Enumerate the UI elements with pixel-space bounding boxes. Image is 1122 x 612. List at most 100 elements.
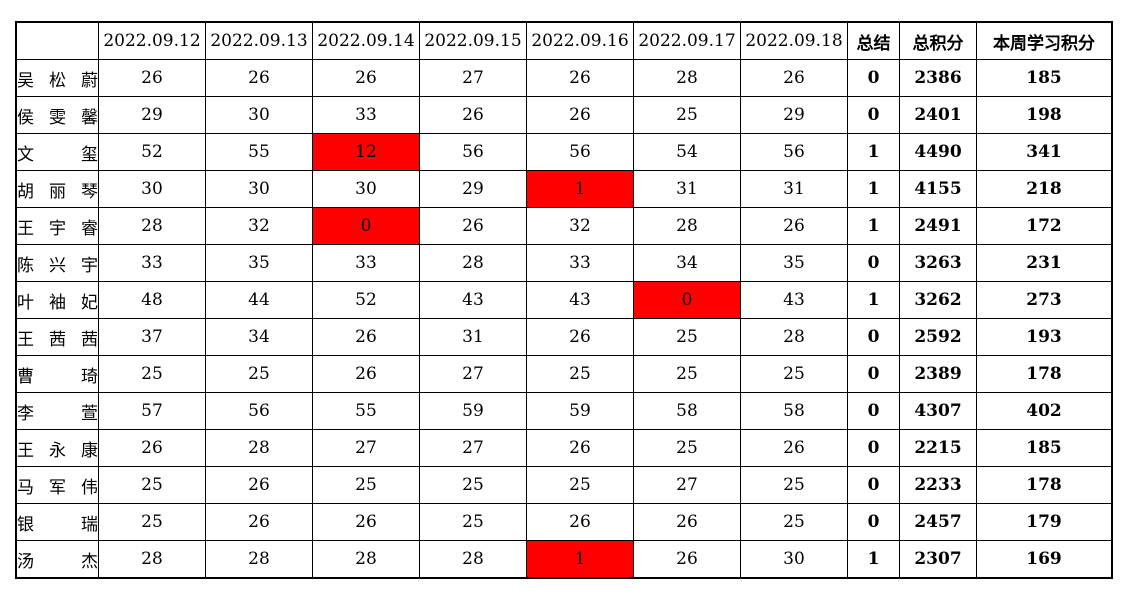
week-points-cell[interactable]: 172: [976, 207, 1113, 245]
day-cell[interactable]: 27: [312, 429, 420, 467]
day-cell[interactable]: 25: [526, 355, 634, 393]
column-header-date-1[interactable]: 2022.09.13: [205, 21, 313, 60]
total-points-cell[interactable]: 3262: [899, 281, 977, 319]
day-cell[interactable]: 26: [312, 318, 420, 356]
summary-cell[interactable]: 0: [847, 392, 900, 430]
day-cell[interactable]: 28: [740, 318, 848, 356]
day-cell[interactable]: 35: [740, 244, 848, 282]
day-cell[interactable]: 31: [633, 170, 741, 208]
student-name-cell[interactable]: 王永康: [15, 429, 99, 467]
day-cell[interactable]: 26: [526, 318, 634, 356]
day-cell[interactable]: 59: [526, 392, 634, 430]
total-points-cell[interactable]: 2233: [899, 466, 977, 504]
day-cell[interactable]: 54: [633, 133, 741, 171]
day-cell[interactable]: 33: [526, 244, 634, 282]
day-cell[interactable]: 33: [312, 244, 420, 282]
day-cell[interactable]: 28: [312, 540, 420, 579]
day-cell[interactable]: 25: [98, 355, 206, 393]
day-cell[interactable]: 52: [312, 281, 420, 319]
highlighted-day-cell[interactable]: 0: [312, 207, 420, 245]
day-cell[interactable]: 57: [98, 392, 206, 430]
summary-cell[interactable]: 0: [847, 355, 900, 393]
total-points-cell[interactable]: 4307: [899, 392, 977, 430]
student-name-cell[interactable]: 马军伟: [15, 466, 99, 504]
day-cell[interactable]: 28: [98, 207, 206, 245]
column-header-week-study-points[interactable]: 本周学习积分: [976, 21, 1113, 60]
day-cell[interactable]: 25: [419, 503, 527, 541]
day-cell[interactable]: 32: [205, 207, 313, 245]
day-cell[interactable]: 33: [98, 244, 206, 282]
day-cell[interactable]: 29: [740, 96, 848, 134]
day-cell[interactable]: 26: [98, 429, 206, 467]
week-points-cell[interactable]: 185: [976, 429, 1113, 467]
day-cell[interactable]: 25: [740, 466, 848, 504]
day-cell[interactable]: 26: [312, 59, 420, 97]
week-points-cell[interactable]: 185: [976, 59, 1113, 97]
student-name-cell[interactable]: 文玺: [15, 133, 99, 171]
summary-cell[interactable]: 1: [847, 133, 900, 171]
day-cell[interactable]: 26: [312, 355, 420, 393]
day-cell[interactable]: 25: [312, 466, 420, 504]
day-cell[interactable]: 26: [205, 59, 313, 97]
column-header-date-4[interactable]: 2022.09.16: [526, 21, 634, 60]
day-cell[interactable]: 48: [98, 281, 206, 319]
day-cell[interactable]: 35: [205, 244, 313, 282]
day-cell[interactable]: 56: [205, 392, 313, 430]
day-cell[interactable]: 26: [526, 96, 634, 134]
day-cell[interactable]: 26: [205, 466, 313, 504]
total-points-cell[interactable]: 2389: [899, 355, 977, 393]
week-points-cell[interactable]: 169: [976, 540, 1113, 579]
day-cell[interactable]: 25: [633, 429, 741, 467]
total-points-cell[interactable]: 2491: [899, 207, 977, 245]
summary-cell[interactable]: 1: [847, 540, 900, 579]
summary-cell[interactable]: 0: [847, 318, 900, 356]
total-points-cell[interactable]: 3263: [899, 244, 977, 282]
week-points-cell[interactable]: 178: [976, 355, 1113, 393]
week-points-cell[interactable]: 218: [976, 170, 1113, 208]
day-cell[interactable]: 26: [205, 503, 313, 541]
day-cell[interactable]: 43: [526, 281, 634, 319]
column-header-date-0[interactable]: 2022.09.12: [98, 21, 206, 60]
day-cell[interactable]: 56: [419, 133, 527, 171]
week-points-cell[interactable]: 198: [976, 96, 1113, 134]
summary-cell[interactable]: 1: [847, 170, 900, 208]
week-points-cell[interactable]: 231: [976, 244, 1113, 282]
day-cell[interactable]: 30: [98, 170, 206, 208]
summary-cell[interactable]: 0: [847, 466, 900, 504]
week-points-cell[interactable]: 193: [976, 318, 1113, 356]
day-cell[interactable]: 58: [633, 392, 741, 430]
day-cell[interactable]: 26: [526, 59, 634, 97]
highlighted-day-cell[interactable]: 1: [526, 170, 634, 208]
column-header-total-points[interactable]: 总积分: [899, 21, 977, 60]
summary-cell[interactable]: 1: [847, 281, 900, 319]
day-cell[interactable]: 25: [98, 503, 206, 541]
summary-cell[interactable]: 0: [847, 503, 900, 541]
student-name-cell[interactable]: 王宇睿: [15, 207, 99, 245]
day-cell[interactable]: 33: [312, 96, 420, 134]
student-name-cell[interactable]: 侯雯馨: [15, 96, 99, 134]
student-name-cell[interactable]: 吴松蔚: [15, 59, 99, 97]
week-points-cell[interactable]: 179: [976, 503, 1113, 541]
day-cell[interactable]: 32: [526, 207, 634, 245]
day-cell[interactable]: 26: [633, 540, 741, 579]
day-cell[interactable]: 28: [633, 59, 741, 97]
day-cell[interactable]: 28: [419, 244, 527, 282]
day-cell[interactable]: 26: [98, 59, 206, 97]
day-cell[interactable]: 26: [526, 429, 634, 467]
week-points-cell[interactable]: 178: [976, 466, 1113, 504]
day-cell[interactable]: 56: [526, 133, 634, 171]
student-name-cell[interactable]: 叶袖妃: [15, 281, 99, 319]
day-cell[interactable]: 29: [98, 96, 206, 134]
summary-cell[interactable]: 0: [847, 96, 900, 134]
week-points-cell[interactable]: 341: [976, 133, 1113, 171]
student-name-cell[interactable]: 曹琦: [15, 355, 99, 393]
week-points-cell[interactable]: 273: [976, 281, 1113, 319]
summary-cell[interactable]: 1: [847, 207, 900, 245]
day-cell[interactable]: 25: [633, 96, 741, 134]
day-cell[interactable]: 25: [633, 355, 741, 393]
week-points-cell[interactable]: 402: [976, 392, 1113, 430]
day-cell[interactable]: 58: [740, 392, 848, 430]
day-cell[interactable]: 43: [419, 281, 527, 319]
highlighted-day-cell[interactable]: 0: [633, 281, 741, 319]
day-cell[interactable]: 37: [98, 318, 206, 356]
